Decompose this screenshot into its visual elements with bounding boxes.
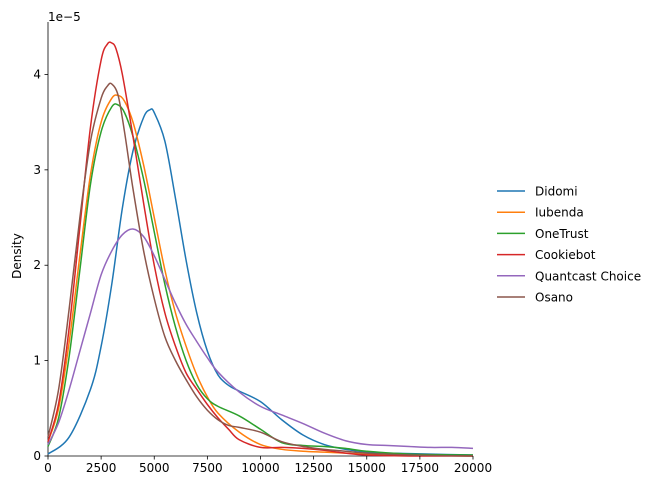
- x-tick-label: 17500: [401, 461, 439, 475]
- legend-label-iubenda: Iubenda: [535, 206, 584, 220]
- y-axis-ticks: 0 1 2 3 4: [33, 67, 48, 463]
- series-line-osano: [47, 82, 474, 457]
- y-axis-label: Density: [10, 233, 24, 279]
- x-tick-label: 2500: [86, 461, 117, 475]
- y-tick-label: 3: [33, 163, 41, 177]
- series-line-quantcast-choice: [47, 228, 474, 450]
- series-line-onetrust: [47, 103, 474, 456]
- x-tick-label: 15000: [348, 461, 386, 475]
- x-tick-label: 5000: [139, 461, 170, 475]
- x-axis-ticks: 0 2500 5000 7500 10000 12500 15000 17500 20000: [44, 456, 492, 475]
- y-tick-label: 2: [33, 258, 41, 272]
- series-line-cookiebot: [47, 41, 473, 457]
- y-tick-label: 1: [33, 354, 41, 368]
- legend-label-onetrust: OneTrust: [535, 227, 589, 241]
- axes: [47, 22, 473, 457]
- x-tick-label: 10000: [241, 461, 279, 475]
- series-line-didomi: [47, 108, 474, 456]
- legend-label-osano: Osano: [535, 291, 573, 305]
- x-tick-label: 20000: [454, 461, 492, 475]
- legend-label-cookiebot: Cookiebot: [535, 248, 596, 262]
- y-tick-label: 4: [33, 67, 41, 81]
- y-axis-offset-text: 1e−5: [48, 10, 81, 24]
- x-tick-label: 7500: [192, 461, 223, 475]
- legend-label-didomi: Didomi: [535, 185, 578, 199]
- x-tick-label: 12500: [295, 461, 333, 475]
- y-tick-label: 0: [33, 449, 41, 463]
- series-line-iubenda: [47, 94, 474, 457]
- legend-label-quantcast-choice: Quantcast Choice: [535, 269, 641, 283]
- x-tick-label: 0: [44, 461, 52, 475]
- series-lines: [47, 41, 474, 457]
- legend: Didomi Iubenda OneTrust Cookiebot Quantcast …: [497, 185, 641, 305]
